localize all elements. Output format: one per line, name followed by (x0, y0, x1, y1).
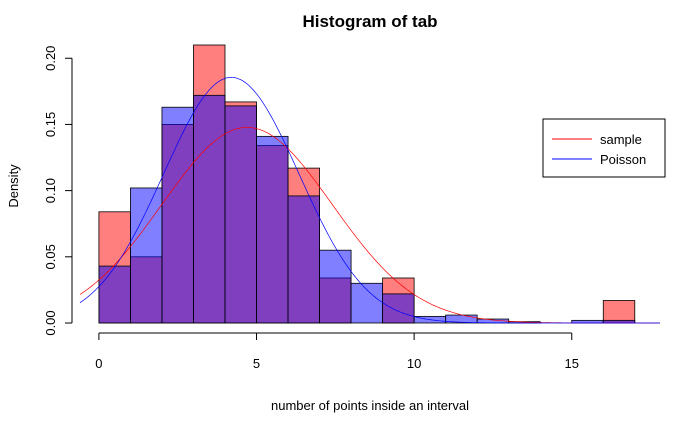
x-axis-label: number of points inside an interval (271, 398, 469, 413)
legend: sample Poisson (542, 118, 666, 178)
density-curve-poisson (79, 77, 660, 324)
bars-layer (98, 44, 636, 324)
curves-layer (79, 77, 660, 324)
bar-poisson-4 (224, 105, 257, 324)
bar-poisson-8 (350, 282, 384, 324)
y-tick-label-1: 0.05 (43, 244, 58, 269)
x-tick-label-0: 0 (95, 356, 102, 371)
y-axis-label: Density (6, 164, 21, 208)
y-tick-label-4: 0.20 (43, 46, 58, 71)
legend-label-poisson: Poisson (600, 152, 646, 167)
bar-sample-16 (602, 300, 636, 324)
y-tick-label-2: 0.10 (43, 178, 58, 203)
bar-poisson-6 (287, 195, 320, 324)
x-tick-label-2: 10 (407, 356, 421, 371)
chart-title: Histogram of tab (302, 12, 437, 31)
legend-label-sample: sample (600, 132, 642, 147)
bar-poisson-16 (602, 319, 636, 324)
legend-box (542, 118, 666, 178)
bar-poisson-5 (256, 135, 289, 324)
bar-poisson-2 (161, 106, 194, 324)
x-tick-label-3: 15 (565, 356, 579, 371)
axes-layer: 0 5 10 15 0.00 0.05 0.10 0.15 0.20 (43, 46, 579, 371)
bar-poisson-1 (130, 187, 163, 324)
bar-poisson-0 (98, 265, 131, 324)
bar-poisson-3 (193, 94, 226, 324)
bar-poisson-9 (382, 293, 415, 324)
bar-poisson-7 (319, 249, 352, 324)
x-tick-label-1: 5 (253, 356, 260, 371)
y-tick-label-0: 0.00 (43, 310, 58, 335)
y-tick-label-3: 0.15 (43, 112, 58, 137)
